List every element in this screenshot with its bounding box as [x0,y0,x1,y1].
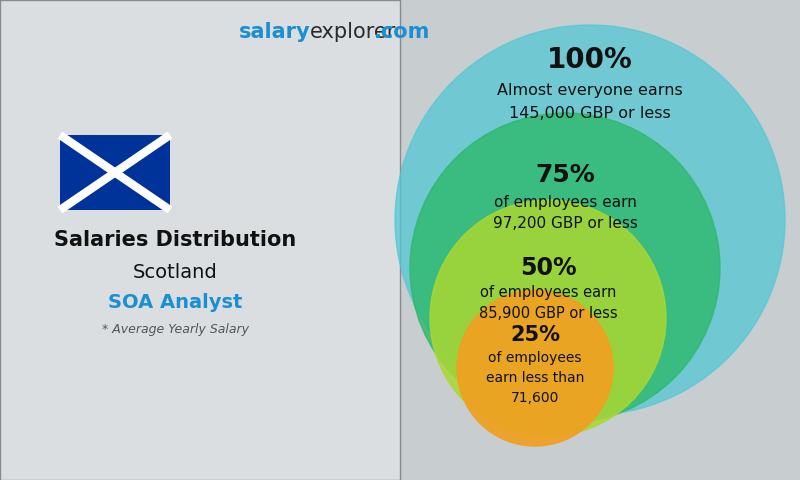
Text: 85,900 GBP or less: 85,900 GBP or less [478,307,618,322]
Text: 71,600: 71,600 [511,391,559,405]
Circle shape [410,113,720,423]
Text: Scotland: Scotland [133,263,218,281]
Text: earn less than: earn less than [486,371,584,385]
Text: 97,200 GBP or less: 97,200 GBP or less [493,216,638,231]
Circle shape [430,200,666,436]
Text: .com: .com [374,22,430,42]
Text: of employees earn: of employees earn [480,285,616,300]
Text: SOA Analyst: SOA Analyst [108,292,242,312]
Bar [60,135,170,210]
Circle shape [457,290,613,446]
FancyBboxPatch shape [0,0,400,480]
Text: * Average Yearly Salary: * Average Yearly Salary [102,324,249,336]
Text: Salaries Distribution: Salaries Distribution [54,230,296,250]
Text: 100%: 100% [547,46,633,74]
Text: 50%: 50% [520,256,576,280]
Text: salary: salary [238,22,310,42]
Circle shape [395,25,785,415]
Text: 145,000 GBP or less: 145,000 GBP or less [509,107,671,121]
Text: explorer: explorer [310,22,396,42]
Text: 75%: 75% [535,163,595,187]
Text: of employees: of employees [488,351,582,365]
Text: Almost everyone earns: Almost everyone earns [497,83,683,97]
Text: 25%: 25% [510,325,560,345]
Text: of employees earn: of employees earn [494,194,637,209]
